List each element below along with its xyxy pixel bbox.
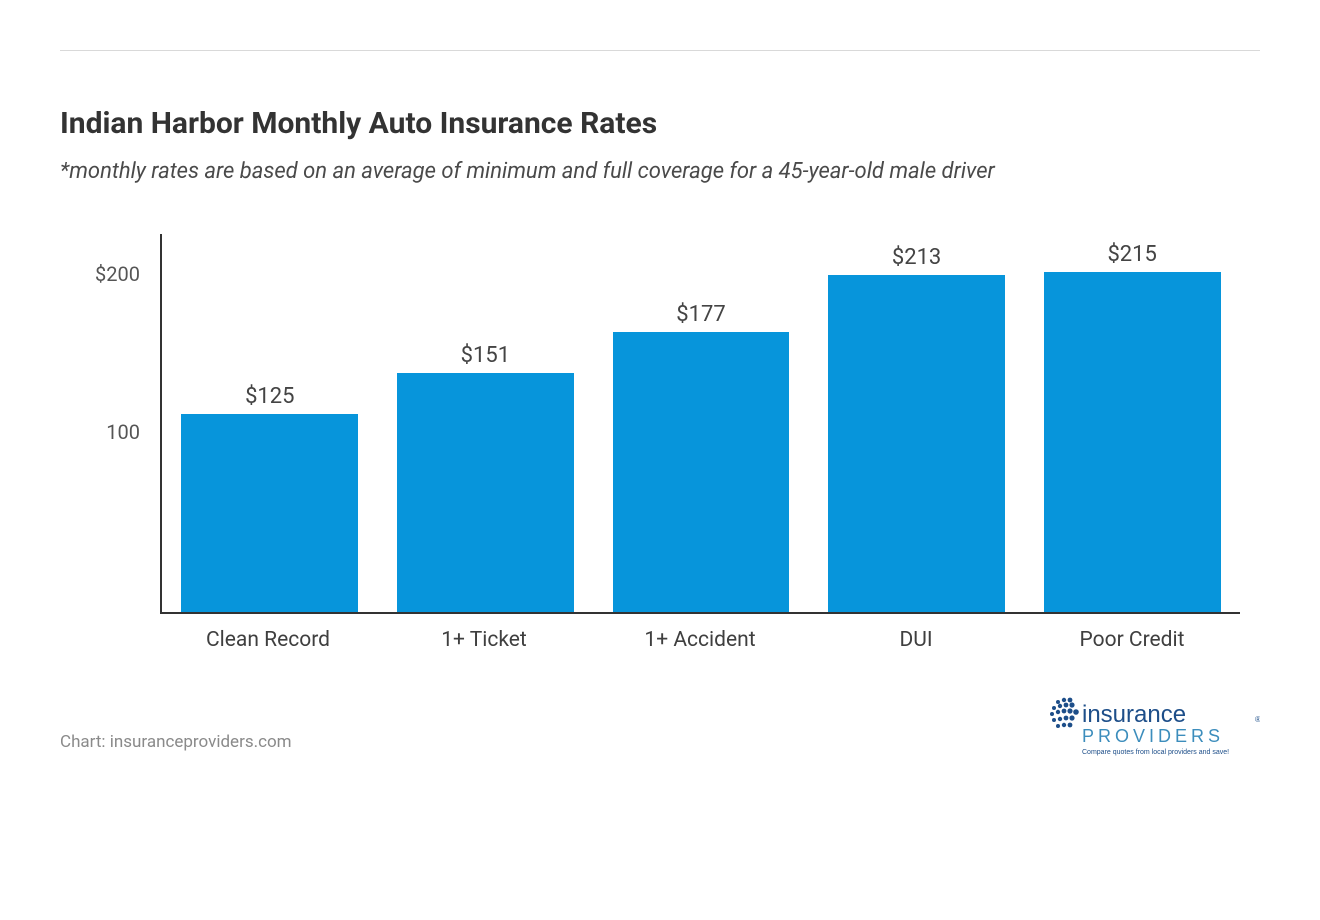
top-rule	[60, 50, 1260, 51]
logo-tagline: Compare quotes from local providers and …	[1082, 749, 1229, 756]
y-tick: $200	[95, 262, 140, 286]
chart-footer: Chart: insuranceproviders.com insurance …	[60, 692, 1260, 767]
bar-cell: $151	[378, 234, 594, 612]
bar-cell: $213	[809, 234, 1025, 612]
chart-subtitle: *monthly rates are based on an average o…	[60, 159, 1260, 184]
chart-container: Indian Harbor Monthly Auto Insurance Rat…	[0, 0, 1320, 920]
chart-title: Indian Harbor Monthly Auto Insurance Rat…	[60, 106, 1260, 141]
logo-bottom-text: PROVIDERS	[1082, 726, 1224, 746]
bar: $177	[613, 332, 790, 612]
bars-group: $125 $151 $177 $213	[162, 234, 1240, 612]
x-tick: 1+ Ticket	[376, 628, 592, 652]
bar-value-label: $151	[461, 343, 510, 368]
bar-cell: $125	[162, 234, 378, 612]
plot-region: $125 $151 $177 $213	[160, 234, 1240, 614]
bar: $213	[828, 275, 1005, 612]
bar-value-label: $177	[676, 302, 725, 327]
chart-source: Chart: insuranceproviders.com	[60, 732, 292, 752]
x-tick: Poor Credit	[1024, 628, 1240, 652]
y-axis: 100 $200	[80, 234, 150, 614]
y-tick: 100	[106, 420, 140, 444]
bar-cell: $177	[593, 234, 809, 612]
chart-plot-area: 100 $200 $125 $151 $177	[80, 234, 1240, 614]
insurance-providers-logo-icon: insurance PROVIDERS ® Compare quotes fro…	[1040, 692, 1260, 762]
bar-value-label: $125	[245, 384, 294, 409]
brand-logo: insurance PROVIDERS ® Compare quotes fro…	[1040, 692, 1260, 767]
x-axis: Clean Record 1+ Ticket 1+ Accident DUI P…	[160, 628, 1240, 652]
bar: $215	[1044, 272, 1221, 612]
x-tick: 1+ Accident	[592, 628, 808, 652]
bar: $125	[181, 414, 358, 612]
logo-top-text: insurance	[1082, 701, 1186, 728]
bar-value-label: $213	[892, 245, 941, 270]
bar-cell: $215	[1024, 234, 1240, 612]
bar-value-label: $215	[1107, 242, 1156, 267]
x-tick: DUI	[808, 628, 1024, 652]
bar: $151	[397, 373, 574, 612]
svg-text:®: ®	[1255, 715, 1260, 724]
x-tick: Clean Record	[160, 628, 376, 652]
